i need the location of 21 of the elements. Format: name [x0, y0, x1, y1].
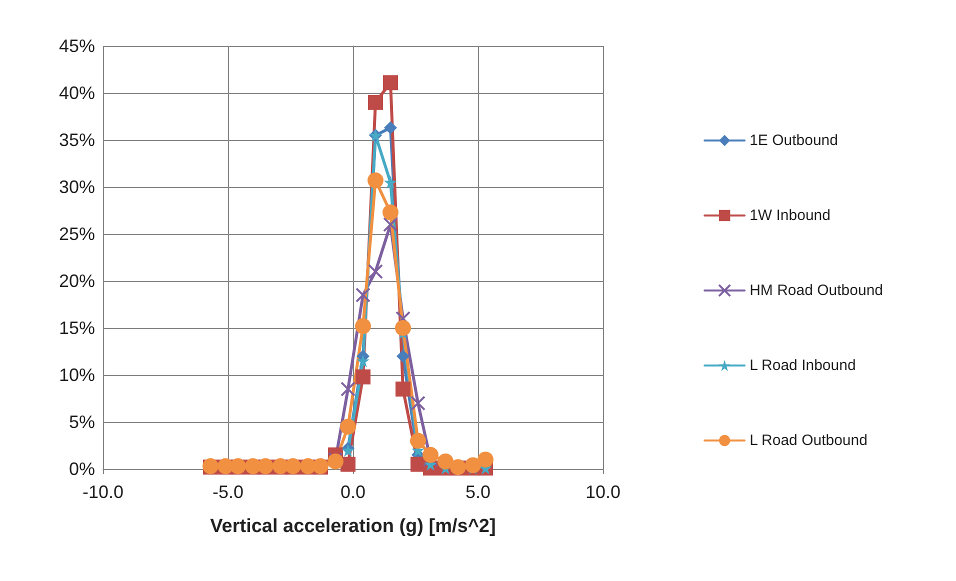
y-tick-label: 15% — [58, 318, 95, 338]
x-tick-label: -10.0 — [82, 482, 124, 502]
x-tick-label: 0.0 — [340, 482, 366, 502]
legend-label: 1E Outbound — [750, 132, 838, 149]
y-tick-label: 40% — [58, 83, 95, 103]
x-tick-label: 10.0 — [585, 482, 621, 502]
x-axis-title: Vertical acceleration (g) [m/s^2] — [210, 516, 496, 537]
y-tick-label: 20% — [58, 271, 95, 291]
y-tick-label: 25% — [58, 224, 95, 244]
legend-label: L Road Inbound — [750, 357, 856, 374]
legend-label: HM Road Outbound — [750, 282, 884, 299]
y-tick-label: 35% — [58, 130, 95, 150]
y-tick-label: 5% — [68, 412, 95, 432]
x-tick-label: 5.0 — [465, 482, 491, 502]
y-tick-label: 0% — [68, 459, 95, 479]
y-tick-label: 10% — [58, 365, 95, 385]
legend-label: 1W Inbound — [750, 207, 830, 224]
legend-label: L Road Outbound — [750, 432, 868, 449]
y-tick-label: 30% — [58, 177, 95, 197]
y-tick-label: 45% — [58, 36, 95, 56]
x-tick-label: -5.0 — [212, 482, 244, 502]
